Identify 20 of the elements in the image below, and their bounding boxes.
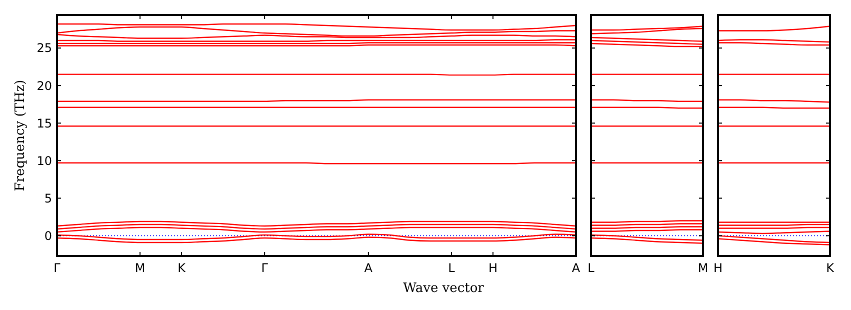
- x-tick-label: K: [178, 261, 187, 275]
- y-tick-label: 15: [36, 116, 52, 130]
- x-tick-label: M: [134, 261, 146, 275]
- x-tick-label: Γ: [54, 261, 61, 275]
- y-tick-label: 0: [44, 228, 52, 243]
- y-tick-label: 25: [36, 41, 52, 56]
- x-axis-title: Wave vector: [403, 281, 485, 296]
- y-axis-title: Frequency (THz): [13, 80, 28, 192]
- x-tick-label: L: [448, 261, 456, 275]
- x-tick-label: A: [572, 261, 581, 275]
- y-tick-label: 10: [36, 154, 52, 168]
- y-tick-label: 5: [44, 191, 52, 206]
- y-tick-label: 20: [36, 78, 52, 93]
- x-tick-label: M: [698, 261, 708, 275]
- x-tick-label: L: [588, 261, 595, 275]
- x-tick-label: Γ: [261, 261, 268, 275]
- x-tick-label: A: [364, 261, 374, 275]
- x-tick-label: H: [713, 261, 723, 275]
- x-tick-label: H: [488, 261, 498, 275]
- x-tick-label: K: [826, 261, 836, 275]
